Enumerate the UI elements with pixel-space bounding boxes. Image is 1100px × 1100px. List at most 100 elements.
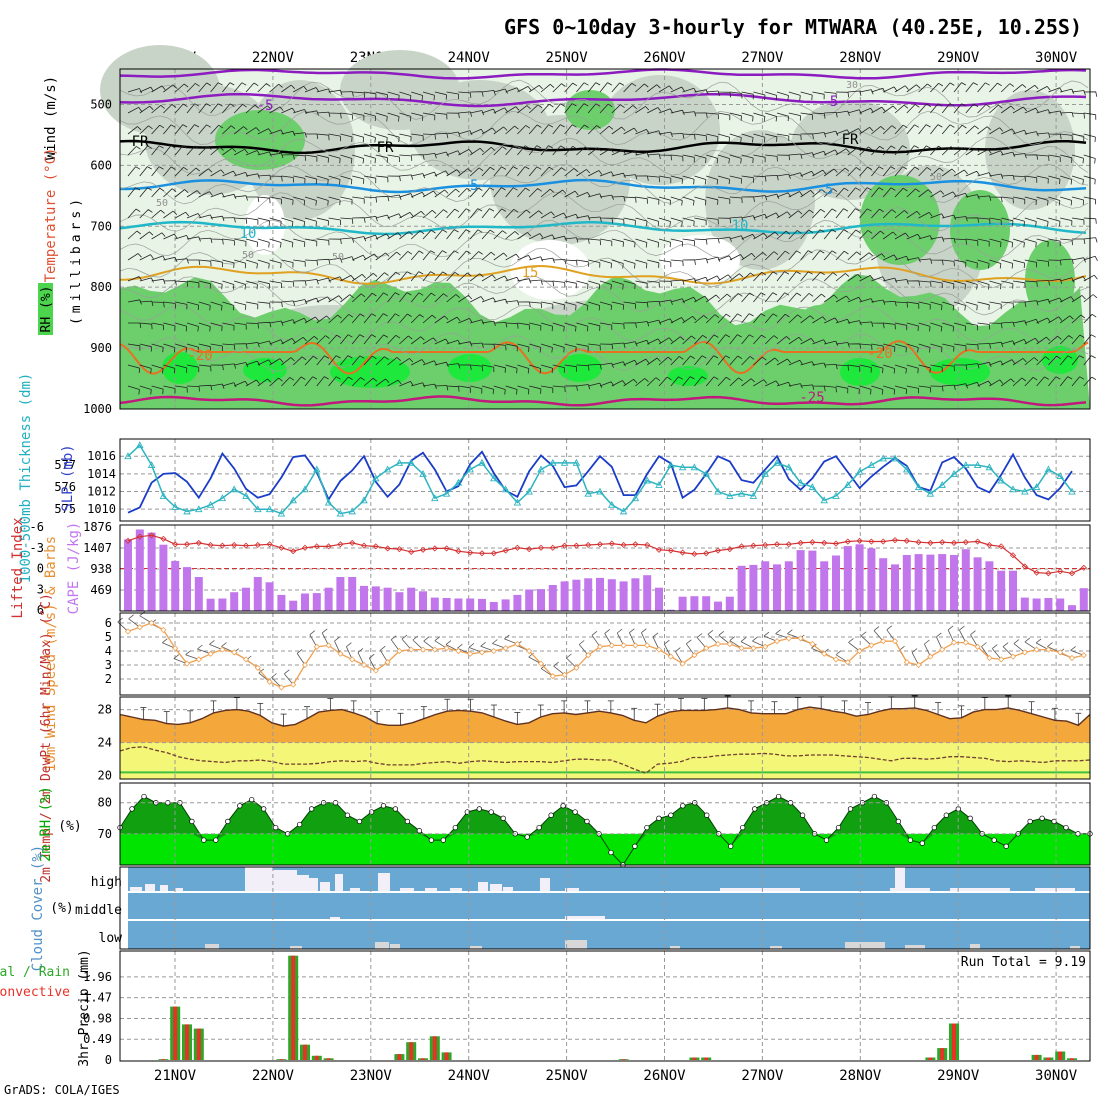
lifted-index-point [679,549,686,556]
slp-tick-label: 1016 [87,449,116,463]
cape-bar [737,565,746,611]
date-label-bottom: 25NOV [546,1068,589,1084]
cloud-high-bar [450,888,462,891]
cape-tick-label: 1876 [83,520,112,534]
rh2m-point [943,812,949,818]
pressure-tick-label: 500 [90,97,112,111]
wind10m-point [290,681,297,688]
cape-bar [383,587,392,611]
lifted-index-point [998,543,1005,550]
cape-bar [938,554,947,611]
contour-label: FR [132,134,149,150]
li-tick-label: 6 [37,603,44,617]
thickness-point [348,507,356,515]
rh2m-point [356,818,363,825]
cloud-low-bar [390,944,400,949]
lifted-index-point [1057,568,1064,575]
cape-bar [867,548,876,611]
thickness-point [584,489,592,497]
lifted-index-point [950,539,958,546]
rh-green-area [950,190,1010,270]
wind10m-point [785,635,792,642]
wind10m-point [443,645,450,652]
wind10m-point [986,654,993,662]
wind10m-point [160,626,167,634]
lifted-index-point [962,539,969,546]
wind10m-point [632,642,639,649]
cape-bar [513,594,522,611]
cape-bar [395,592,404,611]
thickness-slp-panel: 1016 1014 1012 1010 577 576 575 1000-500mb Thi… [18,373,1091,583]
rh2m-point [213,837,219,843]
thickness-point [1056,472,1064,480]
lifted-index-point [832,540,840,547]
wind10m-point [561,671,568,678]
contour-label: 50 [332,252,344,263]
li-tick-label: -6 [30,520,44,534]
rh2m-point [548,812,554,818]
rh2m-point [740,824,746,831]
precip-rain-bar [303,1044,307,1060]
lifted-index-point [703,550,710,557]
lifted-index-point [349,539,356,546]
cape-bar [584,578,593,611]
thickness-point [407,458,415,466]
thickness-point [608,500,616,508]
thickness-point [159,492,168,499]
wind10m-point [254,664,261,671]
rh2m-point [775,793,782,800]
wind10m-point [573,664,580,671]
thickness-point [962,461,970,469]
cape-bar [324,587,333,611]
precip-rain-bar [1034,1054,1039,1060]
rh2m-point [524,834,530,840]
date-label-top: 22NOV [252,50,295,66]
cloud-high-bar [350,888,360,891]
lifted-index-point [172,541,179,548]
lifted-index-point [868,538,875,545]
precip-tick-label: 1.96 [83,970,112,984]
lifted-index-point [207,541,214,549]
lifted-index-point [891,537,899,544]
wind10m-point [655,646,663,653]
slp-line [127,450,1073,514]
rh2m-point [704,812,710,818]
cloud-high-bar [283,870,297,891]
rh-contour-line [119,136,1089,176]
dewpoint-band [120,742,1090,779]
lifted-index-point [644,541,651,549]
convective-label: Convective [0,985,70,1000]
li-tick-label: 3 [37,582,44,596]
precip-rain-bar [421,1058,425,1060]
thickness-point [938,480,946,488]
cloud-high-bar [565,888,579,891]
lifted-index-point [762,541,769,549]
wind10m-point [809,640,816,648]
lifted-index-point [549,544,556,551]
cape-bar [1020,597,1029,611]
precip-rain-bar [279,1059,284,1060]
thickness-point [1032,483,1041,491]
rh2m-point [656,815,662,821]
precip-panel: 1.96 1.47 0.98 0.49 0 Run Total = 9.19 3hr P… [0,949,1091,1067]
lifted-index-point [478,550,486,557]
cape-bar [702,596,711,611]
date-label-top: 28NOV [839,50,882,66]
cape-bar [1056,598,1065,611]
li-tick-label: -3 [30,541,44,555]
cape-bar [808,550,817,611]
thickness-point [832,492,840,499]
rh2m-point [668,812,674,818]
precip-rain-bar [432,1036,437,1060]
cape-bar [348,577,357,611]
thickness-tick-label: 577 [54,458,76,472]
precip-rain-bar [326,1058,331,1060]
lifted-index-point [880,538,887,545]
wind10m-point [313,643,320,650]
lifted-index-point [596,541,604,548]
cape-label: CAPE (J/kg) [66,522,82,615]
slp-tick-label: 1014 [87,467,116,481]
wind10m-point [1033,646,1040,653]
wind10m-point [172,645,179,652]
cloud-low-bar [905,945,925,949]
